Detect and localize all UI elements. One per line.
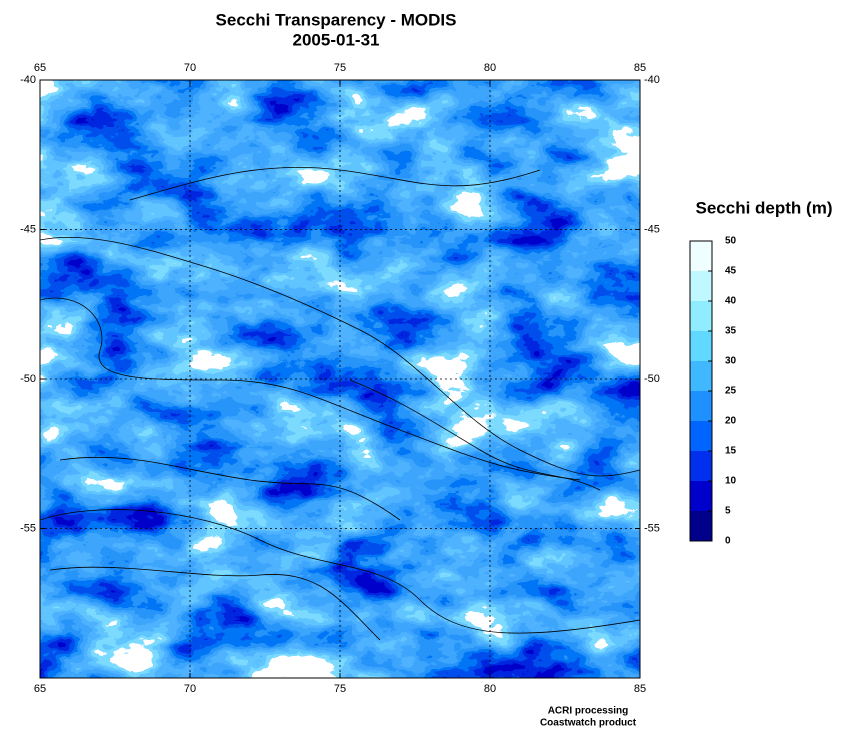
footer-text: Coastwatch product — [540, 718, 637, 729]
colorbar-band — [690, 481, 712, 511]
y-tick-label: -55 — [20, 522, 36, 534]
colorbar-band — [690, 271, 712, 301]
map-title: Secchi Transparency - MODIS — [216, 10, 457, 29]
contour — [40, 509, 640, 634]
y-tick-label: -55 — [644, 522, 660, 534]
colorbar-label: Secchi depth (m) — [696, 198, 833, 217]
colorbar-tick-label: 45 — [725, 266, 737, 277]
y-tick-label: -50 — [20, 373, 36, 385]
colorbar-tick-label: 0 — [725, 536, 731, 547]
x-tick-label: 85 — [634, 683, 646, 695]
map-date: 2005-01-31 — [293, 30, 380, 49]
y-tick-label: -40 — [644, 74, 660, 86]
colorbar-tick-label: 30 — [725, 356, 737, 367]
colorbar-band — [690, 391, 712, 421]
colorbar-tick-label: 10 — [725, 476, 737, 487]
colorbar-band — [690, 511, 712, 541]
colorbar-band — [690, 451, 712, 481]
y-tick-label: -40 — [20, 74, 36, 86]
x-tick-label: 65 — [34, 683, 46, 695]
colorbar-band — [690, 331, 712, 361]
y-tick-label: -50 — [644, 373, 660, 385]
contour — [59, 456, 401, 521]
colorbar-tick-label: 20 — [725, 416, 737, 427]
colorbar-tick-label: 50 — [725, 236, 737, 247]
contour — [40, 236, 640, 477]
colorbar-band — [690, 421, 712, 451]
x-tick-label: 75 — [334, 62, 346, 74]
x-tick-label: 80 — [484, 62, 496, 74]
colorbar-band — [690, 301, 712, 331]
colorbar-tick-label: 5 — [725, 506, 731, 517]
colorbar-band — [690, 241, 712, 271]
y-tick-label: -45 — [20, 223, 36, 235]
contour — [349, 379, 601, 491]
colorbar-tick-label: 25 — [725, 386, 737, 397]
x-tick-label: 70 — [184, 683, 196, 695]
colorbar-tick-label: 40 — [725, 296, 737, 307]
contour — [40, 297, 581, 481]
contour — [49, 566, 381, 641]
x-tick-label: 75 — [334, 683, 346, 695]
x-tick-label: 85 — [634, 62, 646, 74]
colorbar-tick-label: 15 — [725, 446, 737, 457]
footer-text: ACRI processing — [548, 706, 629, 717]
colorbar-band — [690, 361, 712, 391]
x-tick-label: 70 — [184, 62, 196, 74]
x-tick-label: 65 — [34, 62, 46, 74]
colorbar: 0 5 10 15 20 25 30 35 40 45 50 — [689, 236, 737, 547]
y-tick-label: -45 — [644, 223, 660, 235]
colorbar-tick-label: 35 — [725, 326, 737, 337]
x-tick-label: 80 — [484, 683, 496, 695]
